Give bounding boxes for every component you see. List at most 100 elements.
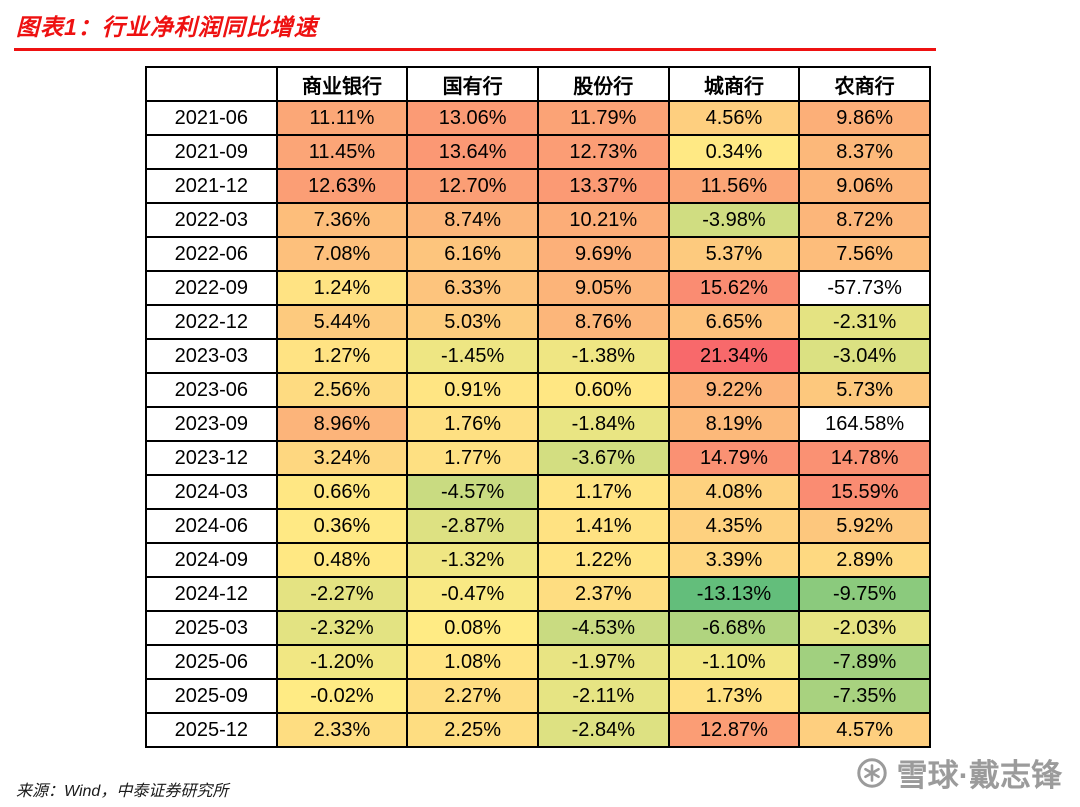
value-cell: -7.35% bbox=[798, 678, 931, 714]
value-cell: -4.53% bbox=[536, 610, 670, 646]
table-row: 2022-12 5.44% 5.03% 8.76% 6.65% -2.31% bbox=[145, 304, 931, 340]
value-cell: 4.56% bbox=[667, 100, 801, 136]
value-cell: 6.16% bbox=[406, 236, 539, 272]
title-rule bbox=[14, 48, 936, 51]
table-row: 2024-06 0.36% -2.87% 1.41% 4.35% 5.92% bbox=[145, 508, 931, 544]
row-header: 2024-06 bbox=[145, 508, 278, 544]
xueqiu-logo-icon bbox=[856, 757, 888, 789]
value-cell: 0.08% bbox=[406, 610, 539, 646]
value-cell: 13.37% bbox=[536, 168, 670, 204]
value-cell: -57.73% bbox=[798, 270, 931, 306]
row-header: 2025-03 bbox=[145, 610, 278, 646]
table-row: 2021-09 11.45% 13.64% 12.73% 0.34% 8.37% bbox=[145, 134, 931, 170]
value-cell: -13.13% bbox=[667, 576, 801, 612]
row-header: 2024-09 bbox=[145, 542, 278, 578]
value-cell: -7.89% bbox=[798, 644, 931, 680]
value-cell: 12.70% bbox=[406, 168, 539, 204]
table-row: 2022-03 7.36% 8.74% 10.21% -3.98% 8.72% bbox=[145, 202, 931, 238]
watermark: 雪球·戴志锋 bbox=[845, 748, 1072, 797]
row-header: 2022-03 bbox=[145, 202, 278, 238]
value-cell: 12.63% bbox=[275, 168, 409, 204]
row-header: 2023-12 bbox=[145, 440, 278, 476]
value-cell: 11.11% bbox=[275, 100, 409, 136]
value-cell: 8.37% bbox=[798, 134, 931, 170]
value-cell: 7.08% bbox=[275, 236, 409, 272]
value-cell: 8.74% bbox=[406, 202, 539, 238]
value-cell: -1.38% bbox=[536, 338, 670, 374]
value-cell: 14.79% bbox=[667, 440, 801, 476]
value-cell: 7.56% bbox=[798, 236, 931, 272]
value-cell: 8.96% bbox=[275, 406, 409, 442]
table-row: 2022-09 1.24% 6.33% 9.05% 15.62% -57.73% bbox=[145, 270, 931, 306]
value-cell: 4.35% bbox=[667, 508, 801, 544]
value-cell: 11.79% bbox=[536, 100, 670, 136]
row-header: 2025-09 bbox=[145, 678, 278, 714]
value-cell: 9.86% bbox=[798, 100, 931, 136]
value-cell: 3.24% bbox=[275, 440, 409, 476]
value-cell: -1.20% bbox=[275, 644, 409, 680]
value-cell: -2.31% bbox=[798, 304, 931, 340]
row-header: 2024-12 bbox=[145, 576, 278, 612]
value-cell: 6.65% bbox=[667, 304, 801, 340]
row-header: 2021-12 bbox=[145, 168, 278, 204]
value-cell: 9.05% bbox=[536, 270, 670, 306]
watermark-text: 雪球·戴志锋 bbox=[896, 758, 1062, 793]
table-row: 2025-03 -2.32% 0.08% -4.53% -6.68% -2.03% bbox=[145, 610, 931, 646]
value-cell: 2.37% bbox=[536, 576, 670, 612]
value-cell: 5.44% bbox=[275, 304, 409, 340]
value-cell: 9.69% bbox=[536, 236, 670, 272]
row-header: 2022-12 bbox=[145, 304, 278, 340]
row-header: 2021-09 bbox=[145, 134, 278, 170]
value-cell: 13.64% bbox=[406, 134, 539, 170]
table-row: 2024-09 0.48% -1.32% 1.22% 3.39% 2.89% bbox=[145, 542, 931, 578]
table-row: 2022-06 7.08% 6.16% 9.69% 5.37% 7.56% bbox=[145, 236, 931, 272]
value-cell: -3.67% bbox=[536, 440, 670, 476]
table-row: 2025-06 -1.20% 1.08% -1.97% -1.10% -7.89% bbox=[145, 644, 931, 680]
row-header: 2023-09 bbox=[145, 406, 278, 442]
value-cell: -1.97% bbox=[536, 644, 670, 680]
value-cell: -3.04% bbox=[798, 338, 931, 374]
value-cell: 21.34% bbox=[667, 338, 801, 374]
value-cell: 9.22% bbox=[667, 372, 801, 408]
value-cell: 1.27% bbox=[275, 338, 409, 374]
value-cell: 4.57% bbox=[798, 712, 931, 748]
value-cell: 12.73% bbox=[536, 134, 670, 170]
row-header: 2021-06 bbox=[145, 100, 278, 136]
column-header: 股份行 bbox=[536, 66, 670, 102]
value-cell: 0.91% bbox=[406, 372, 539, 408]
value-cell: 2.27% bbox=[406, 678, 539, 714]
heatmap-table: 商业银行 国有行 股份行 城商行 农商行 2021-06 11.11% 13.06% 11.79… bbox=[145, 66, 931, 748]
value-cell: -2.11% bbox=[536, 678, 670, 714]
value-cell: 4.08% bbox=[667, 474, 801, 510]
value-cell: -2.03% bbox=[798, 610, 931, 646]
column-header: 国有行 bbox=[406, 66, 539, 102]
value-cell: 15.59% bbox=[798, 474, 931, 510]
source-note: 来源：Wind，中泰证券研究所 bbox=[16, 783, 229, 800]
value-cell: 2.33% bbox=[275, 712, 409, 748]
value-cell: 0.66% bbox=[275, 474, 409, 510]
value-cell: -2.27% bbox=[275, 576, 409, 612]
value-cell: -4.57% bbox=[406, 474, 539, 510]
value-cell: 8.76% bbox=[536, 304, 670, 340]
value-cell: 9.06% bbox=[798, 168, 931, 204]
value-cell: 2.89% bbox=[798, 542, 931, 578]
table-row: 2021-06 11.11% 13.06% 11.79% 4.56% 9.86% bbox=[145, 100, 931, 136]
value-cell: 1.73% bbox=[667, 678, 801, 714]
value-cell: -1.32% bbox=[406, 542, 539, 578]
value-cell: 3.39% bbox=[667, 542, 801, 578]
value-cell: 2.25% bbox=[406, 712, 539, 748]
table-row: 2023-12 3.24% 1.77% -3.67% 14.79% 14.78% bbox=[145, 440, 931, 476]
value-cell: -2.32% bbox=[275, 610, 409, 646]
row-header: 2023-03 bbox=[145, 338, 278, 374]
value-cell: 8.72% bbox=[798, 202, 931, 238]
value-cell: 0.48% bbox=[275, 542, 409, 578]
value-cell: -3.98% bbox=[667, 202, 801, 238]
value-cell: 1.41% bbox=[536, 508, 670, 544]
row-header: 2022-09 bbox=[145, 270, 278, 306]
value-cell: 5.73% bbox=[798, 372, 931, 408]
value-cell: 1.76% bbox=[406, 406, 539, 442]
header-row: 商业银行 国有行 股份行 城商行 农商行 bbox=[145, 66, 931, 102]
value-cell: -9.75% bbox=[798, 576, 931, 612]
value-cell: 1.17% bbox=[536, 474, 670, 510]
table-row: 2023-09 8.96% 1.76% -1.84% 8.19% 164.58% bbox=[145, 406, 931, 442]
